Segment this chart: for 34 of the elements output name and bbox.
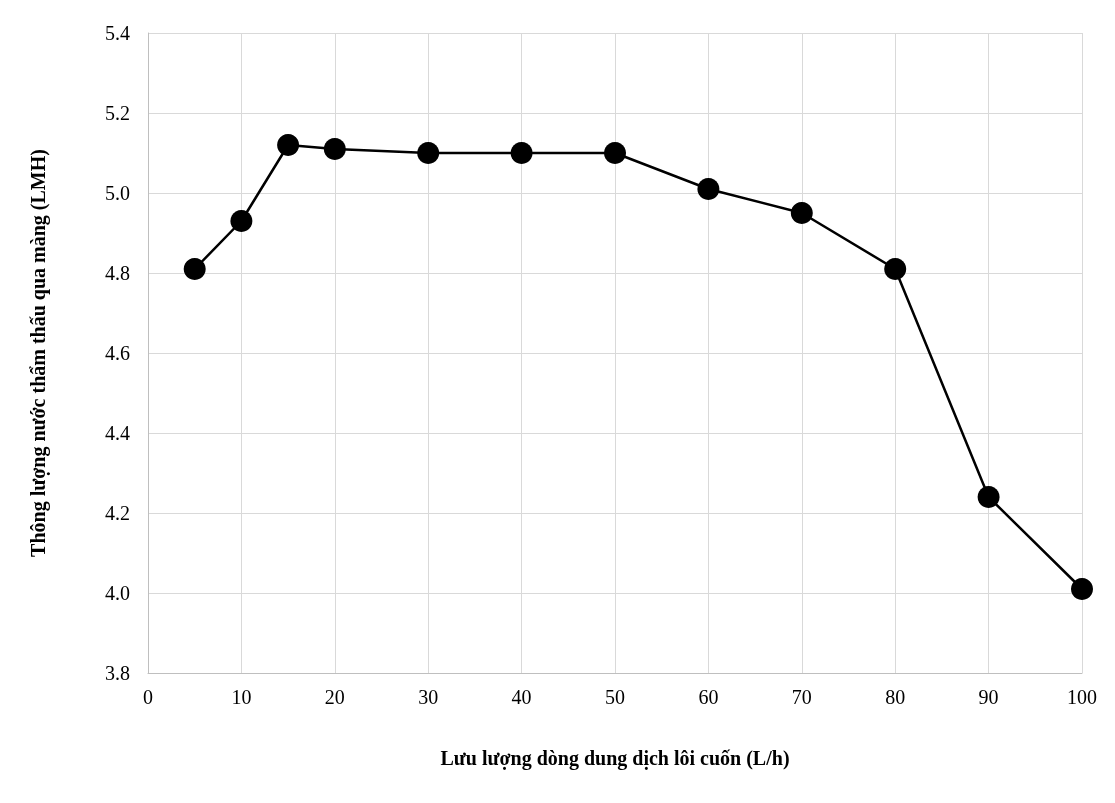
x-tick-label: 70 [791, 686, 812, 708]
x-tick-label: 10 [231, 686, 252, 708]
x-tick-label: 60 [698, 686, 719, 708]
point [604, 142, 626, 164]
y-axis-title: Thông lượng nước thẩm thấu qua màng (LMH) [27, 149, 50, 557]
y-tick-label: 3.8 [105, 662, 130, 684]
point [884, 258, 907, 280]
x-tick-label: 0 [143, 686, 153, 708]
x-tick-label: 20 [324, 686, 345, 708]
y-tick-label: 5.0 [105, 182, 130, 204]
point [510, 142, 533, 164]
y-tick-label: 4.6 [105, 342, 130, 364]
x-tick-label: 100 [1067, 686, 1097, 708]
y-tick-label: 4.2 [105, 502, 130, 524]
x-tick-label: 30 [418, 686, 439, 708]
point [1071, 578, 1093, 600]
x-tick-label: 40 [511, 686, 532, 708]
point [230, 210, 253, 232]
y-tick-label: 5.4 [105, 22, 130, 44]
point [323, 138, 346, 160]
x-tick-label: 50 [605, 686, 625, 708]
x-tick-label: 90 [978, 686, 999, 708]
point [977, 486, 1000, 508]
point [417, 142, 440, 164]
y-tick-label: 4.4 [105, 422, 130, 444]
point [697, 178, 720, 200]
x-tick-label: 80 [885, 686, 906, 708]
point [790, 202, 813, 224]
x-axis-title: Lưu lượng dòng dung dịch lôi cuốn (L/h) [440, 747, 790, 770]
point [183, 258, 206, 280]
y-tick-label: 5.2 [105, 102, 130, 124]
point [277, 134, 300, 156]
y-tick-label: 4.0 [105, 582, 130, 604]
y-tick-label: 4.8 [105, 262, 130, 284]
